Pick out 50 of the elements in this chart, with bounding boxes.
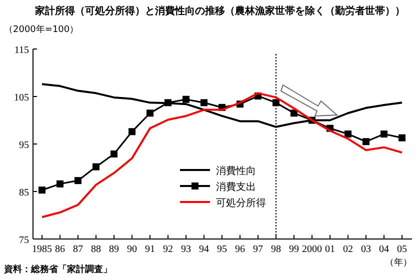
point	[362, 138, 370, 146]
x-tick-label: 96	[235, 244, 245, 255]
x-tick-label: 01	[325, 244, 335, 255]
x-axis-title: （年）	[385, 257, 412, 268]
x-tick-label: 04	[379, 244, 389, 255]
x-tick-label: 98	[271, 244, 281, 255]
y-tick-label: 115	[14, 45, 29, 56]
point	[182, 96, 190, 103]
x-tick-label: 91	[145, 244, 155, 255]
y-tick-label: 75	[19, 235, 29, 246]
point	[290, 110, 298, 117]
x-tick-label: 93	[181, 244, 191, 255]
chart-title: 家計所得（可処分所得）と消費性向の推移（農林漁家世帯を除く（勤労者世帯））	[34, 5, 405, 17]
x-tick-label: 2000	[302, 244, 322, 255]
point	[272, 99, 280, 106]
x-tick-label: 97	[253, 244, 263, 255]
x-tick-label: 87	[73, 244, 83, 255]
x-tick-label: 1985	[32, 244, 52, 255]
point	[200, 99, 208, 106]
y-axis-title: （2000年=100）	[4, 24, 79, 35]
x-tick-label: 95	[217, 244, 227, 255]
line-series	[41, 92, 403, 218]
point	[164, 99, 172, 106]
x-tick-label: 92	[163, 244, 173, 255]
point	[56, 180, 64, 188]
point	[380, 130, 388, 138]
point	[38, 186, 46, 194]
point	[146, 110, 154, 117]
point	[74, 177, 82, 184]
y-tick-label: 95	[19, 140, 29, 151]
x-tick-label: 94	[199, 244, 209, 255]
x-tick-label: 03	[361, 244, 371, 255]
point	[344, 130, 352, 138]
x-tick-label: 05	[397, 244, 407, 255]
legend-label: 消費性向	[216, 165, 256, 177]
legend-label: 可処分所得	[216, 197, 266, 209]
x-tick-label: 99	[289, 244, 299, 255]
point	[398, 134, 406, 142]
x-tick-label: 02	[343, 244, 353, 255]
x-tick-label: 86	[55, 244, 65, 255]
point	[128, 128, 136, 136]
x-tick-label: 90	[127, 244, 137, 255]
text: 資料：総務省「家計調査」	[3, 264, 112, 275]
point	[92, 163, 100, 170]
y-tick-label: 105	[14, 92, 29, 104]
point	[110, 150, 118, 158]
x-tick-label: 88	[91, 244, 101, 255]
x-tick-label: 89	[109, 244, 119, 255]
legend-label: 消費支出	[216, 181, 256, 193]
y-tick-label: 85	[19, 188, 29, 198]
